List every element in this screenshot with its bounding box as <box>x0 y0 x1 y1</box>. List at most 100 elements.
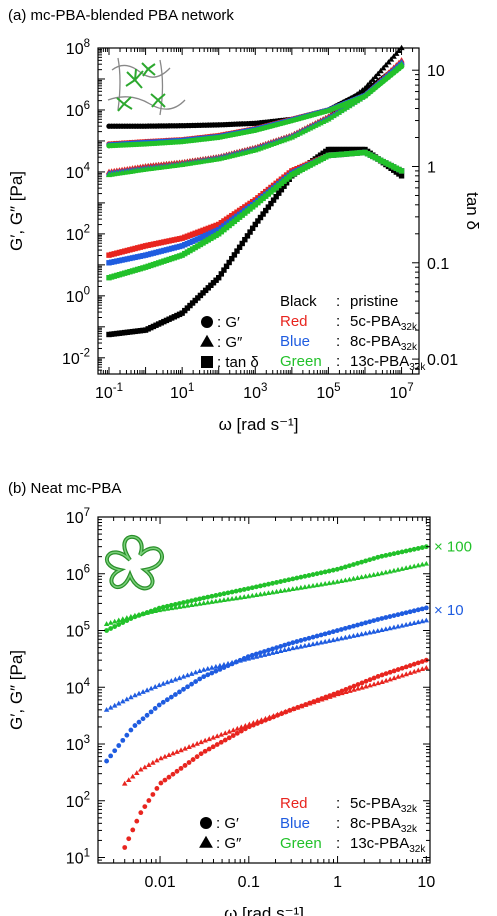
data-point <box>294 644 300 650</box>
data-point <box>112 748 118 754</box>
data-point <box>170 771 176 777</box>
data-point <box>136 690 142 696</box>
data-point <box>294 575 300 581</box>
legend-sample-label: 13c-PBA32k <box>350 353 426 373</box>
x-tick-label: 101 <box>170 382 194 402</box>
data-point <box>310 572 316 577</box>
data-point <box>379 672 385 678</box>
data-point <box>286 707 293 713</box>
data-point <box>253 653 260 659</box>
data-point <box>398 60 405 67</box>
data-point <box>234 248 240 254</box>
data-point <box>366 629 373 635</box>
data-point <box>314 640 320 646</box>
data-point <box>334 628 340 633</box>
data-point <box>200 600 207 606</box>
data-point <box>132 692 138 698</box>
data-point <box>108 753 114 759</box>
data-point <box>334 579 341 584</box>
data-point <box>115 617 122 623</box>
data-point <box>261 590 268 596</box>
data-point <box>351 99 358 105</box>
panel-b-legend-markers: : G′: G″ <box>199 815 242 852</box>
data-point <box>419 606 425 612</box>
data-point <box>371 675 377 681</box>
data-point <box>253 584 259 590</box>
data-point <box>198 751 204 757</box>
data-point <box>367 677 373 683</box>
data-point <box>245 586 251 592</box>
y-tick-label: 106 <box>66 100 90 120</box>
data-point <box>261 652 268 657</box>
data-point <box>174 749 180 754</box>
data-point <box>168 694 174 700</box>
plot-frame <box>97 47 420 375</box>
data-point <box>281 183 287 189</box>
data-point <box>294 639 300 644</box>
y-tick-label: 102 <box>66 791 90 811</box>
data-point <box>158 780 164 786</box>
data-point <box>205 599 211 605</box>
data-point <box>172 604 179 610</box>
data-point <box>249 654 256 660</box>
panel-b-axes: 0.01 0.1 1 10 101 102 103 104 105 106 107 ω [rad s⁻… <box>7 507 435 916</box>
data-point <box>144 687 150 693</box>
data-point <box>249 585 255 591</box>
data-point <box>237 594 243 600</box>
data-point <box>222 737 228 743</box>
data-point <box>363 678 369 684</box>
data-point <box>322 569 328 575</box>
data-point <box>209 599 215 604</box>
data-point <box>330 629 336 635</box>
data-point <box>247 229 253 235</box>
data-point <box>144 712 150 718</box>
data-point <box>395 566 401 572</box>
data-point <box>387 56 395 62</box>
data-point <box>268 200 274 207</box>
data-point <box>213 668 219 674</box>
data-point <box>342 625 348 631</box>
data-point <box>399 622 405 628</box>
data-point <box>415 562 421 568</box>
data-point <box>310 582 316 588</box>
data-point <box>403 548 409 554</box>
data-point <box>338 635 345 641</box>
data-point <box>160 606 167 612</box>
data-point <box>239 240 245 247</box>
data-point <box>193 679 199 684</box>
data-point <box>278 187 285 193</box>
data-point <box>302 584 308 590</box>
panel-b-shift-labels: × 100 × 10 <box>434 539 472 619</box>
data-point <box>372 73 379 79</box>
data-point <box>363 620 369 626</box>
series-2 <box>104 605 429 764</box>
data-point <box>403 664 409 670</box>
data-point <box>327 694 333 699</box>
data-point <box>196 600 203 606</box>
data-point <box>160 699 166 705</box>
data-point <box>265 651 272 656</box>
data-point <box>180 673 187 679</box>
data-point <box>241 594 247 599</box>
data-point <box>115 700 122 706</box>
data-point <box>399 672 405 678</box>
data-point <box>255 218 261 224</box>
data-point <box>130 773 136 779</box>
data-point <box>306 642 312 647</box>
x-tick-label: 107 <box>389 382 413 402</box>
data-point <box>121 780 128 786</box>
data-point <box>148 709 154 715</box>
data-point <box>185 599 190 605</box>
y2-axis-label: tan δ <box>463 192 482 230</box>
data-point <box>383 671 389 676</box>
data-point <box>351 683 357 689</box>
data-point <box>383 552 389 558</box>
data-point <box>148 609 154 614</box>
data-point <box>314 582 320 588</box>
x-axis-label: ω [rad s⁻¹] <box>224 904 304 916</box>
data-point <box>234 730 240 736</box>
data-point <box>310 641 316 647</box>
data-point <box>122 845 128 850</box>
legend-color-word: Black <box>280 293 317 310</box>
